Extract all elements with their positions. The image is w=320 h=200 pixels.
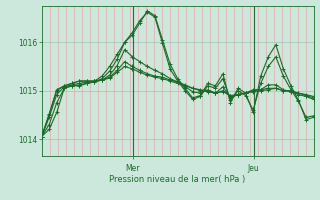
- X-axis label: Pression niveau de la mer( hPa ): Pression niveau de la mer( hPa ): [109, 175, 246, 184]
